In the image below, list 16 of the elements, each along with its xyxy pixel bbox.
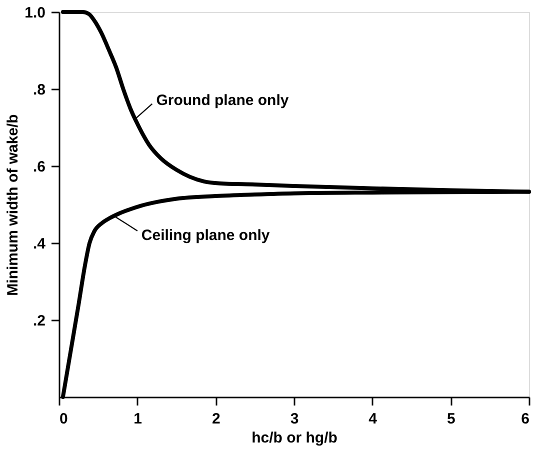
y-axis-title: Minimum width of wake/b (4, 114, 22, 296)
x-axis-title: hc/b or hg/b (252, 430, 338, 446)
y-tick-label: .4 (32, 236, 46, 252)
annotation: Ceiling plane only (141, 226, 270, 244)
y-tick-label: 1.0 (24, 4, 46, 22)
x-tick-label: 1 (134, 410, 142, 428)
x-tick-label: 3 (290, 410, 299, 428)
x-tick-label: 5 (446, 410, 456, 428)
y-tick-label: .2 (32, 312, 46, 330)
x-tick-label: 6 (521, 410, 530, 428)
y-tick-label: .8 (32, 82, 46, 98)
annotation: Ground plane only (156, 92, 290, 109)
x-tick-label: 2 (212, 410, 220, 428)
x-tick-label: 0 (60, 410, 68, 428)
x-tick-label: 4 (368, 410, 378, 428)
y-tick-label: .6 (32, 158, 46, 176)
